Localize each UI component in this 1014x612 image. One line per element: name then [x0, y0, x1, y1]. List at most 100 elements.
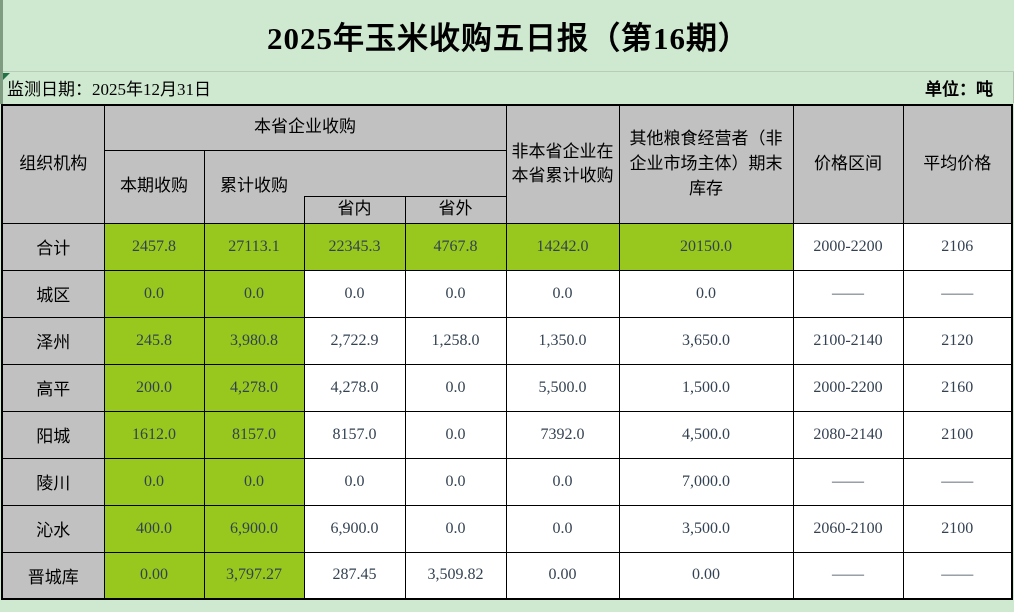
header-out-province: 省外: [404, 195, 507, 224]
table-cell: 3,797.27: [203, 551, 305, 600]
table-row-total: 合计 2457.8 27113.1 22345.3 4767.8 14242.0…: [1, 222, 1013, 271]
table-cell: 14242.0: [505, 222, 620, 271]
header-in-province: 省内: [303, 195, 406, 224]
price-range-cell: ——: [792, 269, 904, 318]
table-cell: 1,350.0: [505, 316, 620, 365]
table-cell: 4767.8: [404, 222, 507, 271]
table-cell: 0.0: [404, 410, 507, 459]
header-non-local: 非本省企业在本省累计收购: [505, 104, 620, 224]
table-row: 城区 0.0 0.0 0.0 0.0 0.0 0.0 —— ——: [1, 269, 1013, 318]
table-cell: 5,500.0: [505, 363, 620, 412]
table-cell: 1,500.0: [618, 363, 794, 412]
table-cell: 287.45: [303, 551, 406, 600]
table-cell: 4,500.0: [618, 410, 794, 459]
table-cell: 27113.1: [203, 222, 305, 271]
table-cell: 200.0: [103, 363, 205, 412]
row-label: 合计: [1, 222, 105, 271]
avg-price-cell: 2160: [902, 363, 1013, 412]
table-row: 沁水 400.0 6,900.0 6,900.0 0.0 0.0 3,500.0…: [1, 504, 1013, 553]
header-spacer: [304, 149, 507, 197]
table-cell: 3,980.8: [203, 316, 305, 365]
table-cell: 0.00: [618, 551, 794, 600]
table-cell: 0.0: [303, 457, 406, 506]
row-label: 城区: [1, 269, 105, 318]
table-cell: 0.0: [404, 363, 507, 412]
row-label: 晋城库: [1, 551, 105, 600]
avg-price-cell: ——: [902, 269, 1013, 318]
table-cell: 20150.0: [618, 222, 794, 271]
table-cell: 0.0: [103, 269, 205, 318]
table-cell: 6,900.0: [303, 504, 406, 553]
table-cell: 3,509.82: [404, 551, 507, 600]
avg-price-cell: ——: [902, 551, 1013, 600]
table-cell: 3,500.0: [618, 504, 794, 553]
header-price-range: 价格区间: [792, 104, 904, 224]
table-row: 高平 200.0 4,278.0 4,278.0 0.0 5,500.0 1,5…: [1, 363, 1013, 412]
row-label: 陵川: [1, 457, 105, 506]
table-cell: 0.0: [505, 504, 620, 553]
table-cell: 0.0: [404, 269, 507, 318]
table-cell: 8157.0: [203, 410, 305, 459]
table-cell: 4,278.0: [203, 363, 305, 412]
table-cell: 0.0: [404, 457, 507, 506]
monitor-date-label: 监测日期：2025年12月31日: [7, 80, 211, 99]
table-cell: 1,258.0: [404, 316, 507, 365]
price-range-cell: ——: [792, 457, 904, 506]
row-label: 泽州: [1, 316, 105, 365]
price-range-cell: ——: [792, 551, 904, 600]
info-bar: 监测日期：2025年12月31日 单位：吨: [3, 72, 1014, 103]
price-range-cell: 2100-2140: [792, 316, 904, 365]
price-range-cell: 2060-2100: [792, 504, 904, 553]
avg-price-cell: 2106: [902, 222, 1013, 271]
row-label: 沁水: [1, 504, 105, 553]
table-row: 泽州 245.8 3,980.8 2,722.9 1,258.0 1,350.0…: [1, 316, 1013, 365]
table-cell: 0.00: [505, 551, 620, 600]
table-row: 陵川 0.0 0.0 0.0 0.0 0.0 7,000.0 —— ——: [1, 457, 1013, 506]
table-cell: 7,000.0: [618, 457, 794, 506]
table-cell: 2457.8: [103, 222, 205, 271]
table-header: 组织机构 本省企业收购 非本省企业在本省累计收购 其他粮食经营者（非企业市场主体…: [1, 104, 1013, 224]
table-cell: 0.0: [505, 457, 620, 506]
avg-price-cell: ——: [902, 457, 1013, 506]
row-label: 阳城: [1, 410, 105, 459]
avg-price-cell: 2100: [902, 504, 1013, 553]
table-cell: 0.0: [203, 457, 305, 506]
table-row: 晋城库 0.00 3,797.27 287.45 3,509.82 0.00 0…: [1, 551, 1013, 600]
header-avg-price: 平均价格: [902, 104, 1013, 224]
table-cell: 6,900.0: [203, 504, 305, 553]
table-cell: 400.0: [103, 504, 205, 553]
table-cell: 0.0: [303, 269, 406, 318]
price-range-cell: 2000-2200: [792, 222, 904, 271]
header-org: 组织机构: [1, 104, 105, 224]
price-range-cell: 2080-2140: [792, 410, 904, 459]
price-range-cell: 2000-2200: [792, 363, 904, 412]
table-cell: 0.00: [103, 551, 205, 600]
sheet-top-section: 2025年玉米收购五日报（第16期） 监测日期：2025年12月31日 单位：吨: [0, 0, 1014, 104]
header-other-operators: 其他粮食经营者（非企业市场主体）期末库存: [618, 104, 794, 224]
row-label: 高平: [1, 363, 105, 412]
table-cell: 4,278.0: [303, 363, 406, 412]
title-bar: 2025年玉米收购五日报（第16期）: [3, 0, 1014, 72]
cell-error-marker-icon: [3, 73, 10, 80]
page-title: 2025年玉米收购五日报（第16期）: [267, 21, 750, 56]
table-cell: 0.0: [505, 269, 620, 318]
table-cell: 3,650.0: [618, 316, 794, 365]
table-body: 合计 2457.8 27113.1 22345.3 4767.8 14242.0…: [1, 222, 1013, 600]
table-cell: 1612.0: [103, 410, 205, 459]
unit-label: 单位：吨: [925, 80, 993, 99]
table-cell: 0.0: [618, 269, 794, 318]
report-table: 组织机构 本省企业收购 非本省企业在本省累计收购 其他粮食经营者（非企业市场主体…: [1, 104, 1013, 600]
table-cell: 2,722.9: [303, 316, 406, 365]
table-cell: 22345.3: [303, 222, 406, 271]
avg-price-cell: 2100: [902, 410, 1013, 459]
table-row: 阳城 1612.0 8157.0 8157.0 0.0 7392.0 4,500…: [1, 410, 1013, 459]
avg-price-cell: 2120: [902, 316, 1013, 365]
table-cell: 8157.0: [303, 410, 406, 459]
header-current-purchase: 本期收购: [103, 149, 205, 224]
header-local-purchase: 本省企业收购: [103, 104, 507, 151]
table-cell: 0.0: [103, 457, 205, 506]
table-cell: 7392.0: [505, 410, 620, 459]
header-cumulative-purchase: 累计收购: [203, 149, 304, 224]
table-cell: 0.0: [203, 269, 305, 318]
table-cell: 245.8: [103, 316, 205, 365]
